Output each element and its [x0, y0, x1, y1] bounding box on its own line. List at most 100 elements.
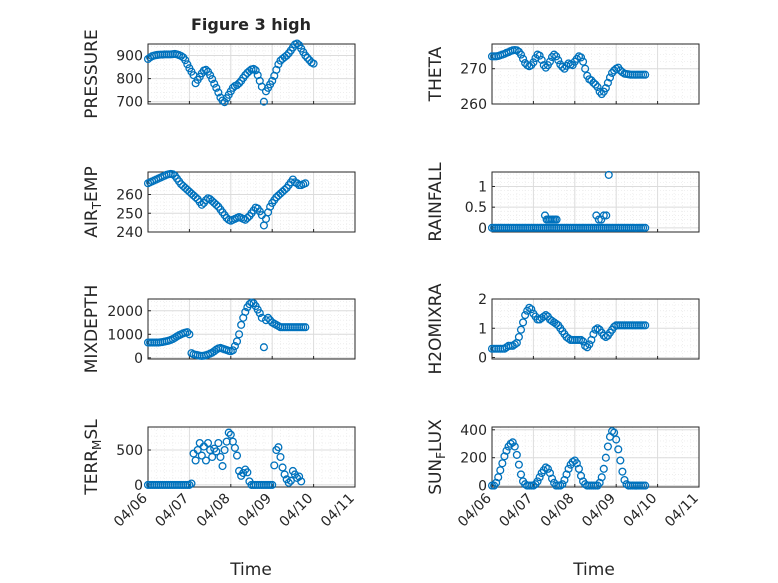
data-point-h2omixra	[516, 325, 526, 334]
data-point-theta	[539, 61, 548, 70]
axes-box	[147, 43, 356, 105]
data-point-sun-flux	[568, 457, 577, 466]
y-tick-label: 2000	[107, 304, 143, 320]
data-point-sun-flux	[543, 464, 552, 473]
data-point-theta	[587, 76, 596, 85]
y-tick-label: 500	[116, 443, 143, 459]
data-point-terr-msl	[216, 452, 225, 462]
data-point-pressure	[235, 79, 244, 88]
x-axis-label-left: Time	[229, 560, 272, 580]
data-point-pressure	[206, 71, 215, 80]
data-point-h2omixra	[525, 303, 534, 312]
data-point-mixdepth	[230, 342, 239, 351]
data-point-pressure	[218, 96, 227, 105]
data-point-air-temp	[243, 213, 252, 222]
data-point-terr-msl	[220, 445, 229, 455]
data-point-mixdepth	[237, 320, 246, 329]
data-point-h2omixra	[585, 340, 594, 349]
data-point-sun-flux	[535, 473, 544, 482]
y-tick-label: 270	[460, 62, 487, 78]
data-point-air-temp	[212, 200, 221, 209]
data-point-air-temp	[197, 200, 206, 209]
data-point-theta	[516, 50, 526, 59]
data-point-rainfall	[592, 211, 601, 220]
data-point-rainfall	[602, 211, 611, 220]
data-point-h2omixra	[527, 305, 536, 314]
data-point-h2omixra	[591, 325, 600, 334]
data-point-sun-flux	[564, 464, 573, 473]
data-point-theta	[545, 57, 555, 66]
y-tick-label: 0	[134, 478, 143, 494]
data-point-sun-flux	[558, 480, 567, 489]
y-tick-label: 900	[116, 49, 143, 65]
data-point-pressure	[268, 76, 277, 85]
data-point-theta	[595, 87, 604, 96]
data-point-terr-msl	[295, 472, 304, 481]
data-point-pressure	[259, 97, 268, 106]
data-point-sun-flux	[618, 467, 627, 476]
data-point-sun-flux	[496, 466, 505, 475]
data-point-h2omixra	[599, 331, 608, 340]
data-point-theta	[589, 78, 598, 87]
data-point-mixdepth	[170, 333, 179, 342]
y-axis-label: SUNFLUX	[426, 419, 448, 495]
data-point-pressure	[309, 59, 318, 68]
data-point-terr-msl	[274, 443, 283, 452]
data-point-mixdepth	[232, 337, 242, 346]
data-point-terr-msl	[278, 463, 287, 472]
y-tick-label: 1	[478, 179, 487, 195]
data-point-terr-msl	[276, 452, 285, 462]
figure-title: Figure 3 high	[191, 15, 311, 34]
axes-box	[491, 426, 700, 488]
data-point-terr-msl	[193, 445, 202, 455]
data-point-sun-flux	[601, 453, 610, 462]
data-point-mixdepth	[301, 323, 310, 332]
data-point-terr-msl	[208, 452, 217, 462]
data-point-sun-flux	[614, 445, 623, 454]
subplot-mixdepth: 0 1000 2000 MIXDEPTH	[82, 285, 356, 373]
y-tick-label: 240	[116, 225, 143, 241]
data-point-sun-flux	[616, 456, 625, 465]
y-tick-label: 400	[460, 423, 487, 439]
data-point-terr-msl	[187, 479, 196, 488]
y-tick-label: 260	[116, 188, 143, 204]
data-point-h2omixra	[593, 324, 602, 333]
data-point-terr-msl	[191, 456, 200, 465]
data-point-rainfall	[552, 215, 561, 224]
data-point-pressure	[241, 71, 250, 80]
data-point-pressure	[303, 53, 312, 62]
data-point-terr-msl	[232, 451, 242, 460]
data-point-sun-flux	[612, 435, 621, 444]
y-tick-label: 260	[460, 97, 487, 113]
data-point-theta	[641, 70, 650, 79]
data-point-theta	[603, 78, 612, 87]
data-point-sun-flux	[641, 481, 650, 490]
data-point-sun-flux	[574, 464, 583, 473]
data-point-h2omixra	[510, 340, 519, 349]
data-point-theta	[579, 57, 588, 66]
data-point-pressure	[183, 60, 192, 69]
data-point-theta	[552, 52, 561, 61]
data-point-rainfall	[594, 215, 603, 224]
data-point-theta	[608, 68, 617, 77]
data-point-h2omixra	[541, 311, 550, 320]
data-point-air-temp	[280, 185, 289, 194]
data-point-air-temp	[168, 170, 177, 179]
data-point-terr-msl	[218, 462, 227, 471]
data-point-terr-msl	[226, 430, 235, 439]
data-point-theta	[591, 80, 600, 89]
data-point-sun-flux	[547, 474, 557, 483]
y-tick-label: 1	[478, 321, 487, 337]
data-point-pressure	[208, 75, 217, 84]
y-tick-label: 800	[116, 72, 143, 88]
data-point-pressure	[232, 81, 242, 90]
data-point-pressure	[212, 83, 221, 92]
data-point-h2omixra	[581, 341, 590, 350]
data-point-pressure	[214, 88, 223, 97]
data-point-sun-flux	[610, 428, 619, 437]
data-point-pressure	[177, 51, 186, 61]
data-point-theta	[554, 56, 563, 65]
axes-box	[491, 298, 700, 360]
data-point-terr-msl	[185, 480, 194, 489]
